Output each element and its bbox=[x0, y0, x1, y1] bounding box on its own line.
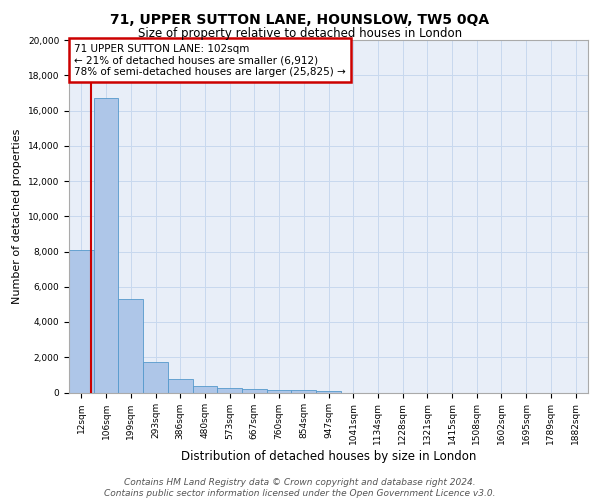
Bar bbox=[143, 362, 168, 392]
X-axis label: Distribution of detached houses by size in London: Distribution of detached houses by size … bbox=[181, 450, 476, 463]
Text: 71, UPPER SUTTON LANE, HOUNSLOW, TW5 0QA: 71, UPPER SUTTON LANE, HOUNSLOW, TW5 0QA bbox=[110, 12, 490, 26]
Text: Contains HM Land Registry data © Crown copyright and database right 2024.
Contai: Contains HM Land Registry data © Crown c… bbox=[104, 478, 496, 498]
Bar bbox=[292, 390, 316, 392]
Bar bbox=[242, 389, 267, 392]
Bar bbox=[217, 388, 242, 392]
Bar bbox=[69, 250, 94, 392]
Bar bbox=[118, 299, 143, 392]
Bar bbox=[168, 380, 193, 392]
Text: 71 UPPER SUTTON LANE: 102sqm
← 21% of detached houses are smaller (6,912)
78% of: 71 UPPER SUTTON LANE: 102sqm ← 21% of de… bbox=[74, 44, 346, 76]
Bar bbox=[267, 390, 292, 392]
Bar bbox=[94, 98, 118, 392]
Bar bbox=[193, 386, 217, 392]
Y-axis label: Number of detached properties: Number of detached properties bbox=[12, 128, 22, 304]
Bar bbox=[316, 391, 341, 392]
Text: Size of property relative to detached houses in London: Size of property relative to detached ho… bbox=[138, 28, 462, 40]
